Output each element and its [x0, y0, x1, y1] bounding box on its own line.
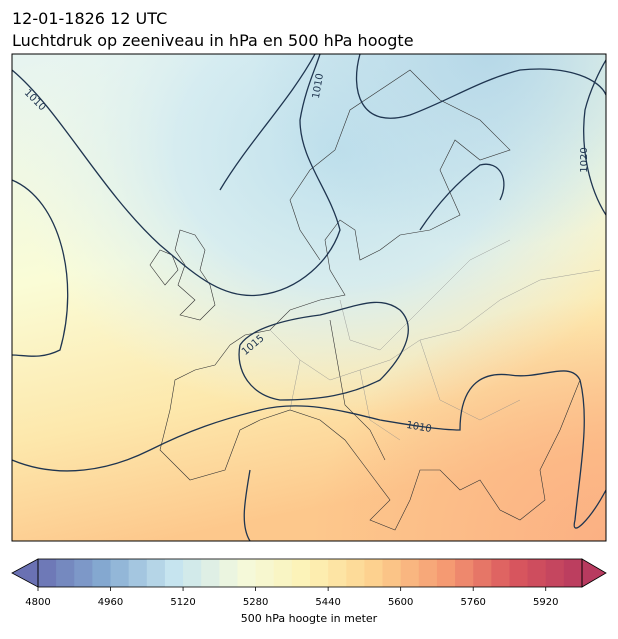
- colorbar-segment: [310, 559, 329, 587]
- colorbar-tick-label: 5760: [460, 597, 485, 608]
- colorbar-segment: [110, 559, 130, 587]
- colorbar-segment: [418, 559, 438, 587]
- colorbar-extend-low: [11, 558, 39, 588]
- colorbar-tick-label: 4960: [98, 597, 123, 608]
- colorbar-segment: [563, 559, 583, 587]
- colorbar-segment: [183, 559, 202, 587]
- colorbar-segment: [56, 559, 75, 587]
- colorbar-segment: [509, 559, 529, 587]
- colorbar-tick-label: 5280: [243, 597, 268, 608]
- colorbar-tick-label: 5120: [170, 597, 195, 608]
- colorbar-segment: [237, 559, 257, 587]
- colorbar-segment: [291, 559, 311, 587]
- colorbar-segment: [219, 559, 238, 587]
- colorbar-tick-label: 5600: [388, 597, 413, 608]
- isobar-label: 1020: [579, 147, 590, 172]
- colorbar-segment: [328, 559, 347, 587]
- colorbar-segment: [255, 559, 275, 587]
- colorbar-segment: [346, 559, 365, 587]
- colorbar-segment: [201, 559, 220, 587]
- colorbar: 4800 4960 5120 5280 5440 5600 5760 5920: [11, 558, 607, 608]
- colorbar-segment: [491, 559, 510, 587]
- colorbar-segment: [455, 559, 474, 587]
- colorbar-segment: [146, 559, 166, 587]
- colorbar-tick-label: 5440: [315, 597, 340, 608]
- colorbar-segment: [527, 559, 547, 587]
- map: 1010 1010 1015 1010 1020: [12, 54, 606, 541]
- colorbar-segment: [473, 559, 492, 587]
- map-frame: [11, 53, 607, 542]
- colorbar-segment: [38, 559, 57, 587]
- colorbar-segment: [400, 559, 420, 587]
- colorbar-tick-label: 5920: [533, 597, 558, 608]
- colorbar-segment: [164, 559, 184, 587]
- colorbar-segment: [92, 559, 112, 587]
- colorbar-segment: [364, 559, 384, 587]
- map-title: Luchtdruk op zeeniveau in hPa en 500 hPa…: [12, 31, 414, 50]
- isobars: [12, 54, 606, 541]
- colorbar-label: 500 hPa hoogte in meter: [241, 612, 378, 625]
- isobar-label: 1010: [405, 420, 432, 435]
- colorbar-segment: [382, 559, 402, 587]
- colorbar-tick-label: 4800: [25, 597, 50, 608]
- colorbar-frame: [37, 558, 583, 588]
- colorbar-segment: [74, 559, 93, 587]
- colorbar-segment: [436, 559, 456, 587]
- colorbar-extend-high: [581, 558, 607, 588]
- colorbar-segment: [273, 559, 293, 587]
- colorbar-segment: [128, 559, 148, 587]
- field-se: [12, 54, 606, 541]
- colorbar-segment: [545, 559, 565, 587]
- isobar-label: 1010: [311, 73, 326, 100]
- date-title: 12-01-1826 12 UTC: [12, 9, 167, 28]
